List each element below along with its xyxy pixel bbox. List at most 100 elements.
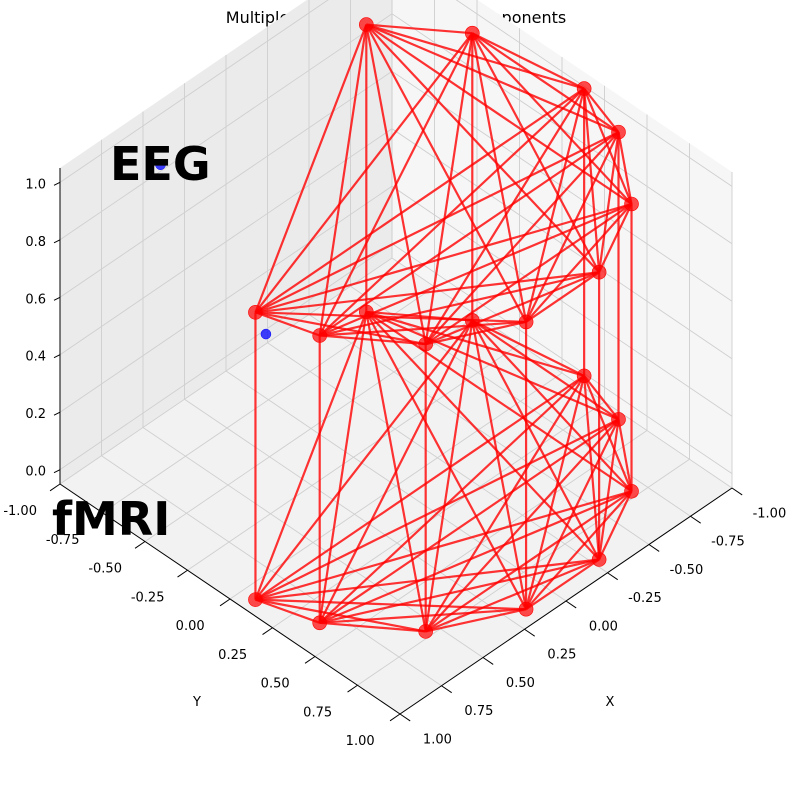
x-tick-label: -1.00 xyxy=(753,506,787,521)
x-tick-mark xyxy=(731,487,743,496)
intra-layer-edge xyxy=(525,271,600,323)
intra-layer-edge xyxy=(319,558,600,624)
intra-layer-edge xyxy=(254,311,368,601)
intra-layer-edge xyxy=(319,271,600,337)
intra-layer-edge xyxy=(365,311,427,632)
y-tick-label: -0.75 xyxy=(46,533,80,548)
intra-layer-edge xyxy=(424,320,474,632)
y-tick-mark xyxy=(177,569,188,578)
intra-layer-edge xyxy=(425,558,600,633)
intra-layer-edge xyxy=(255,311,426,346)
significant-node xyxy=(248,592,263,607)
significant-node xyxy=(464,25,480,41)
intra-layer-edge xyxy=(583,87,620,133)
intra-layer-edge xyxy=(365,311,528,610)
z-tick-label: 0.2 xyxy=(25,407,46,422)
intra-layer-edge xyxy=(365,24,528,323)
intra-layer-edge xyxy=(365,23,619,134)
intra-layer-edge xyxy=(366,23,585,90)
intra-layer-edge xyxy=(318,375,585,624)
intra-layer-edge xyxy=(366,23,473,35)
intra-layer-edge xyxy=(319,131,620,337)
y-tick-label: 0.50 xyxy=(261,677,290,692)
x-tick-label: -0.25 xyxy=(628,591,662,606)
intra-layer-edge xyxy=(425,203,633,346)
y-axis-label: Y xyxy=(192,695,201,710)
z-tick-mark xyxy=(53,354,61,359)
significant-node xyxy=(359,17,374,32)
intra-layer-edge xyxy=(255,558,600,601)
intra-layer-edge xyxy=(471,32,585,90)
intra-layer-edge xyxy=(598,419,620,560)
x-tick-label: -0.75 xyxy=(711,535,745,550)
y-tick-label: -0.25 xyxy=(131,590,165,605)
intra-layer-edge xyxy=(365,23,600,273)
intra-layer-edge xyxy=(617,131,633,205)
x-tick-mark xyxy=(524,628,535,637)
x-tick-mark xyxy=(441,685,452,694)
intra-layer-edge xyxy=(318,311,368,623)
x-tick-mark xyxy=(607,572,618,581)
z-tick-mark xyxy=(53,469,61,474)
y-tick-label: 0.25 xyxy=(218,648,247,663)
intra-layer-edge xyxy=(318,24,368,336)
significant-node xyxy=(312,615,328,631)
z-tick-mark xyxy=(53,239,61,244)
intra-layer-edge xyxy=(319,418,620,624)
layer-label-eeg: EEG xyxy=(110,137,211,191)
intra-layer-edge xyxy=(424,33,474,345)
intra-layer-edge xyxy=(254,87,585,314)
y-tick-label: 0.75 xyxy=(303,705,332,720)
y-tick-mark xyxy=(262,627,273,635)
intra-layer-edge xyxy=(255,311,321,337)
intra-layer-edge xyxy=(525,203,633,323)
intra-layer-edge xyxy=(255,490,632,601)
y-tick-label: -1.00 xyxy=(3,504,37,519)
grid-line xyxy=(101,455,442,687)
intra-layer-edge xyxy=(425,320,527,346)
axes-ticks: -1.00-0.75-0.50-0.250.000.250.500.751.00… xyxy=(3,177,786,749)
intra-layer-edge xyxy=(365,24,427,345)
intra-layer-edge xyxy=(254,374,585,601)
other-node xyxy=(260,328,272,340)
intra-layer-edge xyxy=(365,310,619,421)
intra-layer-edge xyxy=(254,32,474,314)
intra-layer-edge xyxy=(471,32,633,205)
intra-layer-edge xyxy=(365,23,633,205)
x-tick-label: 0.75 xyxy=(464,704,493,719)
intra-layer-edge xyxy=(471,33,528,323)
significant-node xyxy=(591,264,607,280)
x-tick-label: 0.00 xyxy=(589,619,618,634)
intra-layer-edge xyxy=(471,319,633,493)
intra-layer-edge xyxy=(471,319,601,560)
z-tick-label: 0.6 xyxy=(25,292,46,307)
x-tick-label: 0.25 xyxy=(547,648,576,663)
grid-line xyxy=(184,398,525,630)
intra-layer-edge xyxy=(471,319,585,377)
intra-layer-edge xyxy=(471,320,528,610)
y-tick-label: 0.00 xyxy=(176,619,205,634)
significant-node xyxy=(418,624,433,639)
x-tick-mark xyxy=(399,713,411,722)
z-tick-mark xyxy=(53,411,61,416)
intra-layer-edge xyxy=(255,598,426,633)
y-tick-label: 1.00 xyxy=(346,734,375,749)
intra-layer-edge xyxy=(617,419,633,492)
x-axis-label: X xyxy=(606,695,615,710)
intra-layer-edge xyxy=(598,203,633,273)
y-tick-mark xyxy=(134,541,146,549)
significant-node xyxy=(248,305,263,320)
z-tick-mark xyxy=(53,296,61,301)
significant-nodes xyxy=(248,17,639,639)
intra-layer-edge xyxy=(425,271,600,346)
intra-layer-edge xyxy=(366,310,585,377)
intra-layer-edge xyxy=(254,131,619,314)
intra-layer-edge xyxy=(424,375,586,632)
y-tick-mark xyxy=(49,483,61,492)
intra-layer-edge xyxy=(525,418,620,610)
y-tick-mark xyxy=(347,684,358,693)
y-tick-mark xyxy=(389,713,401,722)
x-tick-mark xyxy=(690,515,701,524)
intra-layer-edge xyxy=(583,375,633,492)
